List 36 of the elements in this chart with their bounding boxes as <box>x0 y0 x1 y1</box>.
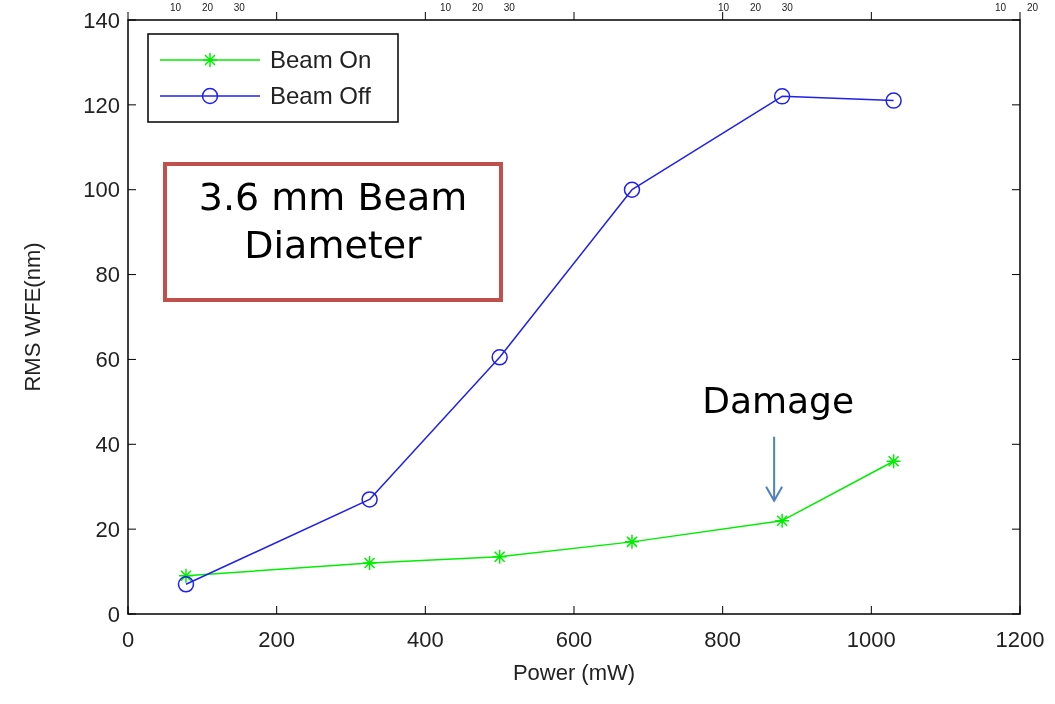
y-tick-label: 140 <box>83 7 120 33</box>
y-axis-title: RMS WFE(nm) <box>20 242 45 392</box>
x-tick-label: 400 <box>406 627 444 652</box>
x-tick-label: 200 <box>258 627 296 652</box>
point <box>491 548 508 565</box>
point <box>624 534 640 550</box>
y-tick-label: 0 <box>107 601 120 627</box>
text: 10 20 <box>995 2 1039 13</box>
y-tick-label: 20 <box>95 516 120 542</box>
legend-label: Beam On <box>270 46 372 74</box>
legend-label: Beam Off <box>270 82 372 110</box>
annotation: Damage <box>702 379 855 421</box>
y-tick-label: 60 <box>95 347 120 373</box>
x-tick-label: 1200 <box>995 627 1045 652</box>
text: 10 20 30 <box>170 2 246 13</box>
point <box>773 88 791 105</box>
point <box>177 576 195 593</box>
point <box>361 491 378 508</box>
point <box>885 92 902 109</box>
text: 10 20 30 <box>440 2 516 13</box>
y-tick-label: 40 <box>95 431 120 457</box>
x-axis-title: Power (mW) <box>512 660 636 685</box>
y-tick-label: 80 <box>95 262 120 288</box>
annotation: 3.6 mm Beam Diameter <box>198 175 468 267</box>
point <box>885 453 902 470</box>
x-tick-label: 600 <box>555 627 593 652</box>
x-tick-label: 1000 <box>846 627 896 652</box>
y-tick-label: 120 <box>83 92 120 118</box>
y-tick-label: 100 <box>83 177 120 203</box>
point <box>491 349 508 366</box>
point <box>774 512 790 529</box>
point <box>178 568 194 584</box>
point <box>623 181 641 198</box>
point <box>361 555 378 571</box>
text: 10 20 30 <box>718 2 794 13</box>
x-tick-label: 800 <box>704 627 742 652</box>
